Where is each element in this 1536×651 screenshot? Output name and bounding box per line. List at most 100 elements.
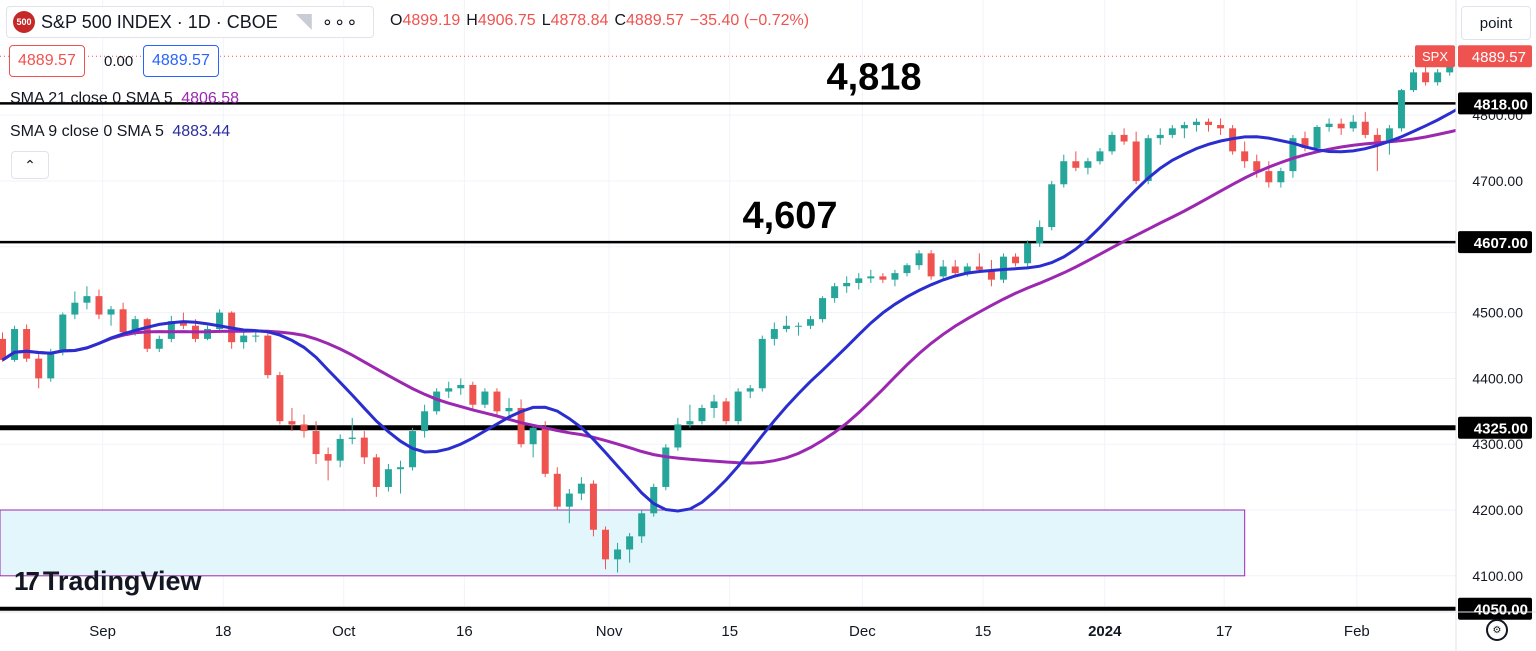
candle-body-36 bbox=[433, 391, 441, 412]
candle-body-109 bbox=[1313, 127, 1321, 149]
candle-body-57 bbox=[686, 421, 694, 425]
price-tick-2: 4300.00 bbox=[1472, 436, 1523, 452]
low-key: L bbox=[541, 12, 551, 29]
demand-zone bbox=[0, 509, 1246, 577]
candle-body-21 bbox=[252, 335, 260, 337]
candle-body-61 bbox=[734, 391, 742, 422]
candle-body-3 bbox=[35, 358, 43, 379]
candle-body-97 bbox=[1168, 128, 1176, 135]
candle-body-92 bbox=[1108, 134, 1116, 152]
open-key: O bbox=[390, 12, 403, 29]
price-tick-3: 4400.00 bbox=[1472, 370, 1523, 386]
level-label-1: 4607.00 bbox=[1474, 235, 1528, 252]
buy-price-button[interactable]: 4889.57 bbox=[143, 45, 219, 77]
brand-name: TradingView bbox=[42, 566, 202, 596]
candle-body-75 bbox=[903, 265, 911, 274]
candle-body-4 bbox=[47, 352, 55, 379]
candle-body-41 bbox=[493, 391, 501, 412]
candle-body-53 bbox=[638, 513, 646, 537]
candle-body-5 bbox=[59, 314, 67, 353]
candle-body-62 bbox=[746, 388, 754, 392]
symbol-header[interactable]: 500 S&P 500 INDEX · 1D · CBOE ∘∘∘ bbox=[6, 6, 374, 38]
candle-body-47 bbox=[565, 493, 573, 507]
candle-body-73 bbox=[879, 276, 887, 280]
candle-body-80 bbox=[963, 266, 971, 274]
candle-body-106 bbox=[1277, 171, 1285, 183]
candle-body-51 bbox=[614, 549, 622, 560]
time-tick-2: Oct bbox=[332, 623, 356, 640]
level-label-bg-2 bbox=[1458, 416, 1532, 439]
candle-body-14 bbox=[167, 321, 175, 339]
tradingview-mark-icon: 17 bbox=[14, 566, 40, 596]
candle-body-18 bbox=[216, 312, 224, 330]
sma21-value: 4806.58 bbox=[181, 90, 240, 107]
candle-body-54 bbox=[650, 486, 658, 514]
candle-body-98 bbox=[1180, 125, 1188, 129]
candle-body-23 bbox=[276, 375, 284, 422]
candle-body-65 bbox=[782, 325, 790, 330]
candle-body-86 bbox=[1036, 227, 1044, 244]
sma21-legend[interactable]: SMA 21 close 0 SMA 5 4806.58 bbox=[10, 90, 239, 108]
sma9-legend[interactable]: SMA 9 close 0 SMA 5 4883.44 bbox=[10, 123, 230, 141]
level-label-2: 4325.00 bbox=[1474, 421, 1528, 438]
candle-body-84 bbox=[1012, 256, 1020, 264]
time-tick-4: Nov bbox=[596, 623, 623, 640]
level-label-3: 4050.00 bbox=[1474, 602, 1528, 619]
candle-body-93 bbox=[1120, 134, 1128, 142]
candle-body-20 bbox=[240, 335, 248, 343]
ohlc-readout: O 4899.19 H 4906.75 L 4878.84 C 4889.57 … bbox=[390, 12, 809, 30]
candle-body-104 bbox=[1253, 161, 1261, 172]
sma21-line bbox=[1, 111, 1511, 465]
gear-icon[interactable]: ⚙ bbox=[1486, 619, 1508, 641]
candle-body-91 bbox=[1096, 151, 1104, 162]
tradingview-logo[interactable]: 17 TradingView bbox=[14, 566, 201, 597]
candle-body-67 bbox=[807, 319, 815, 326]
spread-value: 0.00 bbox=[104, 53, 134, 70]
candle-body-25 bbox=[300, 424, 308, 432]
price-axis[interactable]: 4100.004200.004300.004400.004500.004600.… bbox=[1415, 0, 1536, 651]
time-tick-3: 16 bbox=[456, 623, 473, 640]
sell-price-button[interactable]: 4889.57 bbox=[9, 45, 85, 77]
candle-body-105 bbox=[1265, 171, 1273, 183]
sma21-label: SMA 21 close 0 SMA 5 bbox=[10, 90, 173, 107]
candle-body-74 bbox=[891, 273, 899, 280]
candle-body-45 bbox=[541, 427, 549, 474]
candle-body-30 bbox=[360, 437, 368, 458]
symbol-title[interactable]: S&P 500 INDEX · 1D · CBOE bbox=[41, 11, 278, 32]
candle-body-0 bbox=[0, 338, 6, 360]
candle-body-88 bbox=[1060, 161, 1068, 185]
level-label-bg-0 bbox=[1458, 92, 1532, 115]
symbol-tag: SPX bbox=[1422, 49, 1448, 64]
more-options-icon[interactable]: ∘∘∘ bbox=[321, 11, 359, 32]
time-tick-10: Feb bbox=[1344, 623, 1370, 640]
candle-body-96 bbox=[1156, 134, 1164, 139]
candle-body-39 bbox=[469, 384, 477, 405]
candle-body-85 bbox=[1024, 243, 1032, 264]
symbol-tag-bg bbox=[1415, 45, 1455, 68]
time-axis[interactable]: Sep 18 Oct 16 Nov 15 Dec 15 2024 17 Feb bbox=[0, 611, 1536, 640]
flag-icon[interactable] bbox=[295, 14, 312, 30]
support-resistance-lines: 4,818 4,607 bbox=[0, 55, 1456, 611]
candle-body-115 bbox=[1385, 128, 1393, 142]
candle-body-99 bbox=[1192, 121, 1200, 126]
change-value: −35.40 (−0.72%) bbox=[689, 12, 810, 29]
candle-body-22 bbox=[264, 335, 272, 376]
candle-body-8 bbox=[95, 296, 103, 315]
candle-body-76 bbox=[915, 253, 923, 266]
candle-body-107 bbox=[1289, 138, 1297, 172]
collapse-legend-button[interactable]: ⌃ bbox=[11, 151, 49, 179]
candle-body-78 bbox=[939, 266, 947, 277]
candle-body-66 bbox=[794, 325, 802, 327]
candle-body-55 bbox=[662, 447, 670, 487]
candle-body-35 bbox=[421, 411, 429, 432]
time-tick-0: Sep bbox=[89, 623, 116, 640]
time-tick-8: 2024 bbox=[1088, 623, 1122, 640]
unit-button[interactable]: point bbox=[1461, 6, 1531, 40]
candle-body-50 bbox=[602, 529, 609, 560]
last-price-label-bg bbox=[1458, 45, 1532, 68]
candle-body-7 bbox=[83, 296, 91, 303]
close-value: 4889.57 bbox=[626, 12, 684, 29]
time-tick-7: 15 bbox=[975, 623, 992, 640]
candle-body-52 bbox=[626, 536, 634, 550]
